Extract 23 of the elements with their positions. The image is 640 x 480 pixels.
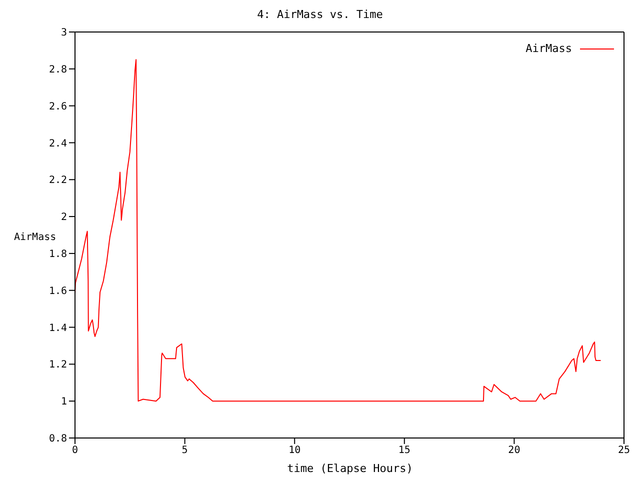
y-tick-label: 2 — [60, 212, 67, 224]
line-series — [75, 59, 602, 402]
x-tick-label: 0 — [72, 445, 78, 456]
y-tick-label: 3 — [60, 28, 67, 39]
x-tick-label: 5 — [182, 445, 188, 456]
x-tick-label: 25 — [618, 445, 630, 456]
x-tick-label: 15 — [398, 445, 410, 456]
y-tick-label: 1.4 — [48, 322, 67, 334]
x-tick-label: 10 — [288, 445, 301, 456]
y-tick-label: 1.8 — [48, 249, 67, 260]
y-tick-label: 0.8 — [48, 434, 67, 445]
x-axis-title: time (Elapse Hours) — [286, 462, 414, 475]
x-tick-label: 20 — [508, 445, 520, 456]
y-tick-label: 1.2 — [48, 360, 67, 371]
y-tick-label: 2.2 — [48, 175, 67, 186]
chart-title: 4: AirMass vs. Time — [256, 8, 384, 21]
y-tick-label: 1 — [60, 396, 67, 408]
y-tick-label: 2.4 — [48, 138, 67, 150]
y-tick-label: 1.6 — [48, 286, 67, 297]
y-axis-title: AirMass — [14, 232, 56, 243]
y-tick-label: 2.8 — [48, 64, 67, 76]
y-tick-label: 2.6 — [48, 101, 67, 112]
legend-label: AirMass — [526, 42, 572, 55]
